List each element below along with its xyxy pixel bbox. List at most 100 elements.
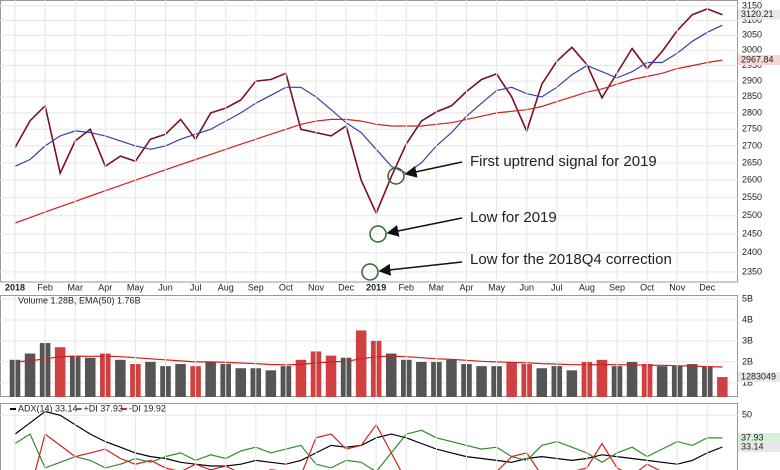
annotation: Low for the 2018Q4 correction — [470, 251, 672, 268]
volume-bar — [686, 364, 698, 397]
y-tick-label: 3000 — [742, 45, 762, 55]
circle — [361, 263, 379, 281]
x-tick-label: Sep — [248, 282, 264, 292]
x-tick-label: Oct — [640, 282, 655, 292]
x-tick-label: Apr — [98, 282, 112, 292]
y-tick-label: 50 — [742, 410, 752, 420]
value-tag — [738, 55, 780, 66]
y-tick-label: 2400 — [742, 247, 762, 257]
x-tick-label: Mar — [429, 282, 445, 292]
volume-bar — [385, 353, 397, 397]
x-tick-label: 2019 — [366, 282, 386, 292]
volume-title: Volume 1.28B, EMA(50) 1.76B — [18, 295, 141, 305]
volume-bar — [265, 370, 277, 397]
value-tag-label: 1283049 — [741, 371, 776, 381]
volume-bar — [295, 359, 307, 397]
legend-label: -DI 19.92 — [129, 403, 166, 413]
annotations — [361, 161, 463, 281]
annotation: First uptrend signal for 2019 — [470, 153, 657, 170]
series-line — [14, 24, 723, 174]
annotation: Low for 2019 — [470, 209, 557, 226]
series-line — [14, 8, 723, 216]
volume-bar — [24, 353, 36, 397]
x-tick-label: Dec — [699, 282, 716, 292]
legend-label: +DI 37.93 — [84, 403, 123, 413]
y-tick-label: 2700 — [742, 140, 762, 150]
y-tick-label: 4B — [742, 314, 753, 324]
x-tick-label: Mar — [67, 282, 83, 292]
series-line — [14, 59, 723, 224]
volume-bar — [566, 370, 578, 397]
x-tick-label: May — [127, 282, 145, 292]
volume-bar — [205, 361, 216, 397]
price-frame — [0, 0, 738, 283]
axes: 2018 Feb Mar Apr May Jun Jul Aug Sep Oct Nov Dec 201… — [5, 0, 780, 470]
series-line — [14, 355, 723, 368]
value-tag — [738, 441, 780, 452]
series-line — [14, 429, 723, 470]
x-tick-label: Jul — [551, 282, 563, 292]
volume-bar — [145, 361, 156, 397]
x-tick-label: Nov — [669, 282, 686, 292]
volume-panel — [0, 298, 738, 397]
arrow — [404, 161, 463, 178]
volume-bar — [506, 361, 517, 397]
x-tick-label: 2018 — [5, 282, 25, 292]
volume-bar — [235, 368, 247, 397]
y-tick-label: 2750 — [742, 124, 762, 134]
volume-bar — [446, 359, 457, 397]
arrow — [378, 261, 463, 276]
x-tick-label: Aug — [218, 282, 234, 292]
y-tick-label: 2800 — [742, 107, 762, 117]
series-line — [34, 423, 661, 470]
y-tick-label: 3100 — [742, 15, 762, 25]
legend-label: ADX(14) 33.14 — [18, 403, 78, 413]
adx-panel — [0, 410, 738, 470]
value-tag — [738, 9, 780, 20]
arrow — [386, 217, 463, 237]
y-tick-label: 2450 — [742, 228, 762, 238]
value-tag-label: 3120.21 — [741, 9, 774, 19]
y-tick-label: 2500 — [742, 210, 762, 220]
y-tick-label: 2350 — [742, 266, 762, 276]
value-tag-label: 2967.84 — [741, 54, 774, 64]
x-tick-label: Jun — [158, 282, 173, 292]
value-tag — [738, 372, 780, 383]
y-tick-label: 3150 — [742, 0, 762, 10]
circle — [369, 225, 387, 243]
y-tick-label: 2900 — [742, 75, 762, 85]
volume-bar — [596, 359, 608, 397]
y-tick-label: 2600 — [742, 175, 762, 185]
volume-bar — [175, 364, 186, 397]
y-tick-label: 2550 — [742, 192, 762, 202]
x-tick-label: Oct — [279, 282, 294, 292]
value-tag — [738, 432, 780, 443]
x-tick-label: Sep — [609, 282, 625, 292]
x-tick-label: Apr — [459, 282, 473, 292]
y-tick-label: 2650 — [742, 157, 762, 167]
x-tick-label: May — [488, 282, 506, 292]
volume-bar — [325, 355, 337, 397]
volume-bar — [626, 361, 638, 397]
y-tick-label: 3B — [742, 335, 753, 345]
price-panel — [0, 5, 738, 273]
x-tick-label: Jul — [190, 282, 202, 292]
volume-bar — [536, 368, 548, 397]
volume-frame — [0, 295, 738, 397]
x-tick-label: Nov — [308, 282, 325, 292]
volume-bar — [476, 366, 487, 397]
volume-bar — [355, 330, 367, 397]
volume-bar — [115, 359, 126, 397]
x-tick-label: Feb — [399, 282, 415, 292]
x-tick-label: Jun — [519, 282, 534, 292]
y-tick-label: 2850 — [742, 91, 762, 101]
volume-bar — [84, 357, 96, 397]
circle — [387, 167, 405, 185]
adx-frame — [0, 403, 738, 470]
y-tick-label: 2B — [742, 356, 753, 366]
y-tick-label: 3050 — [742, 30, 762, 40]
x-tick-label: Aug — [579, 282, 595, 292]
value-tag-label: 37.93 — [741, 432, 764, 442]
y-tick-label: 5B — [742, 293, 753, 303]
